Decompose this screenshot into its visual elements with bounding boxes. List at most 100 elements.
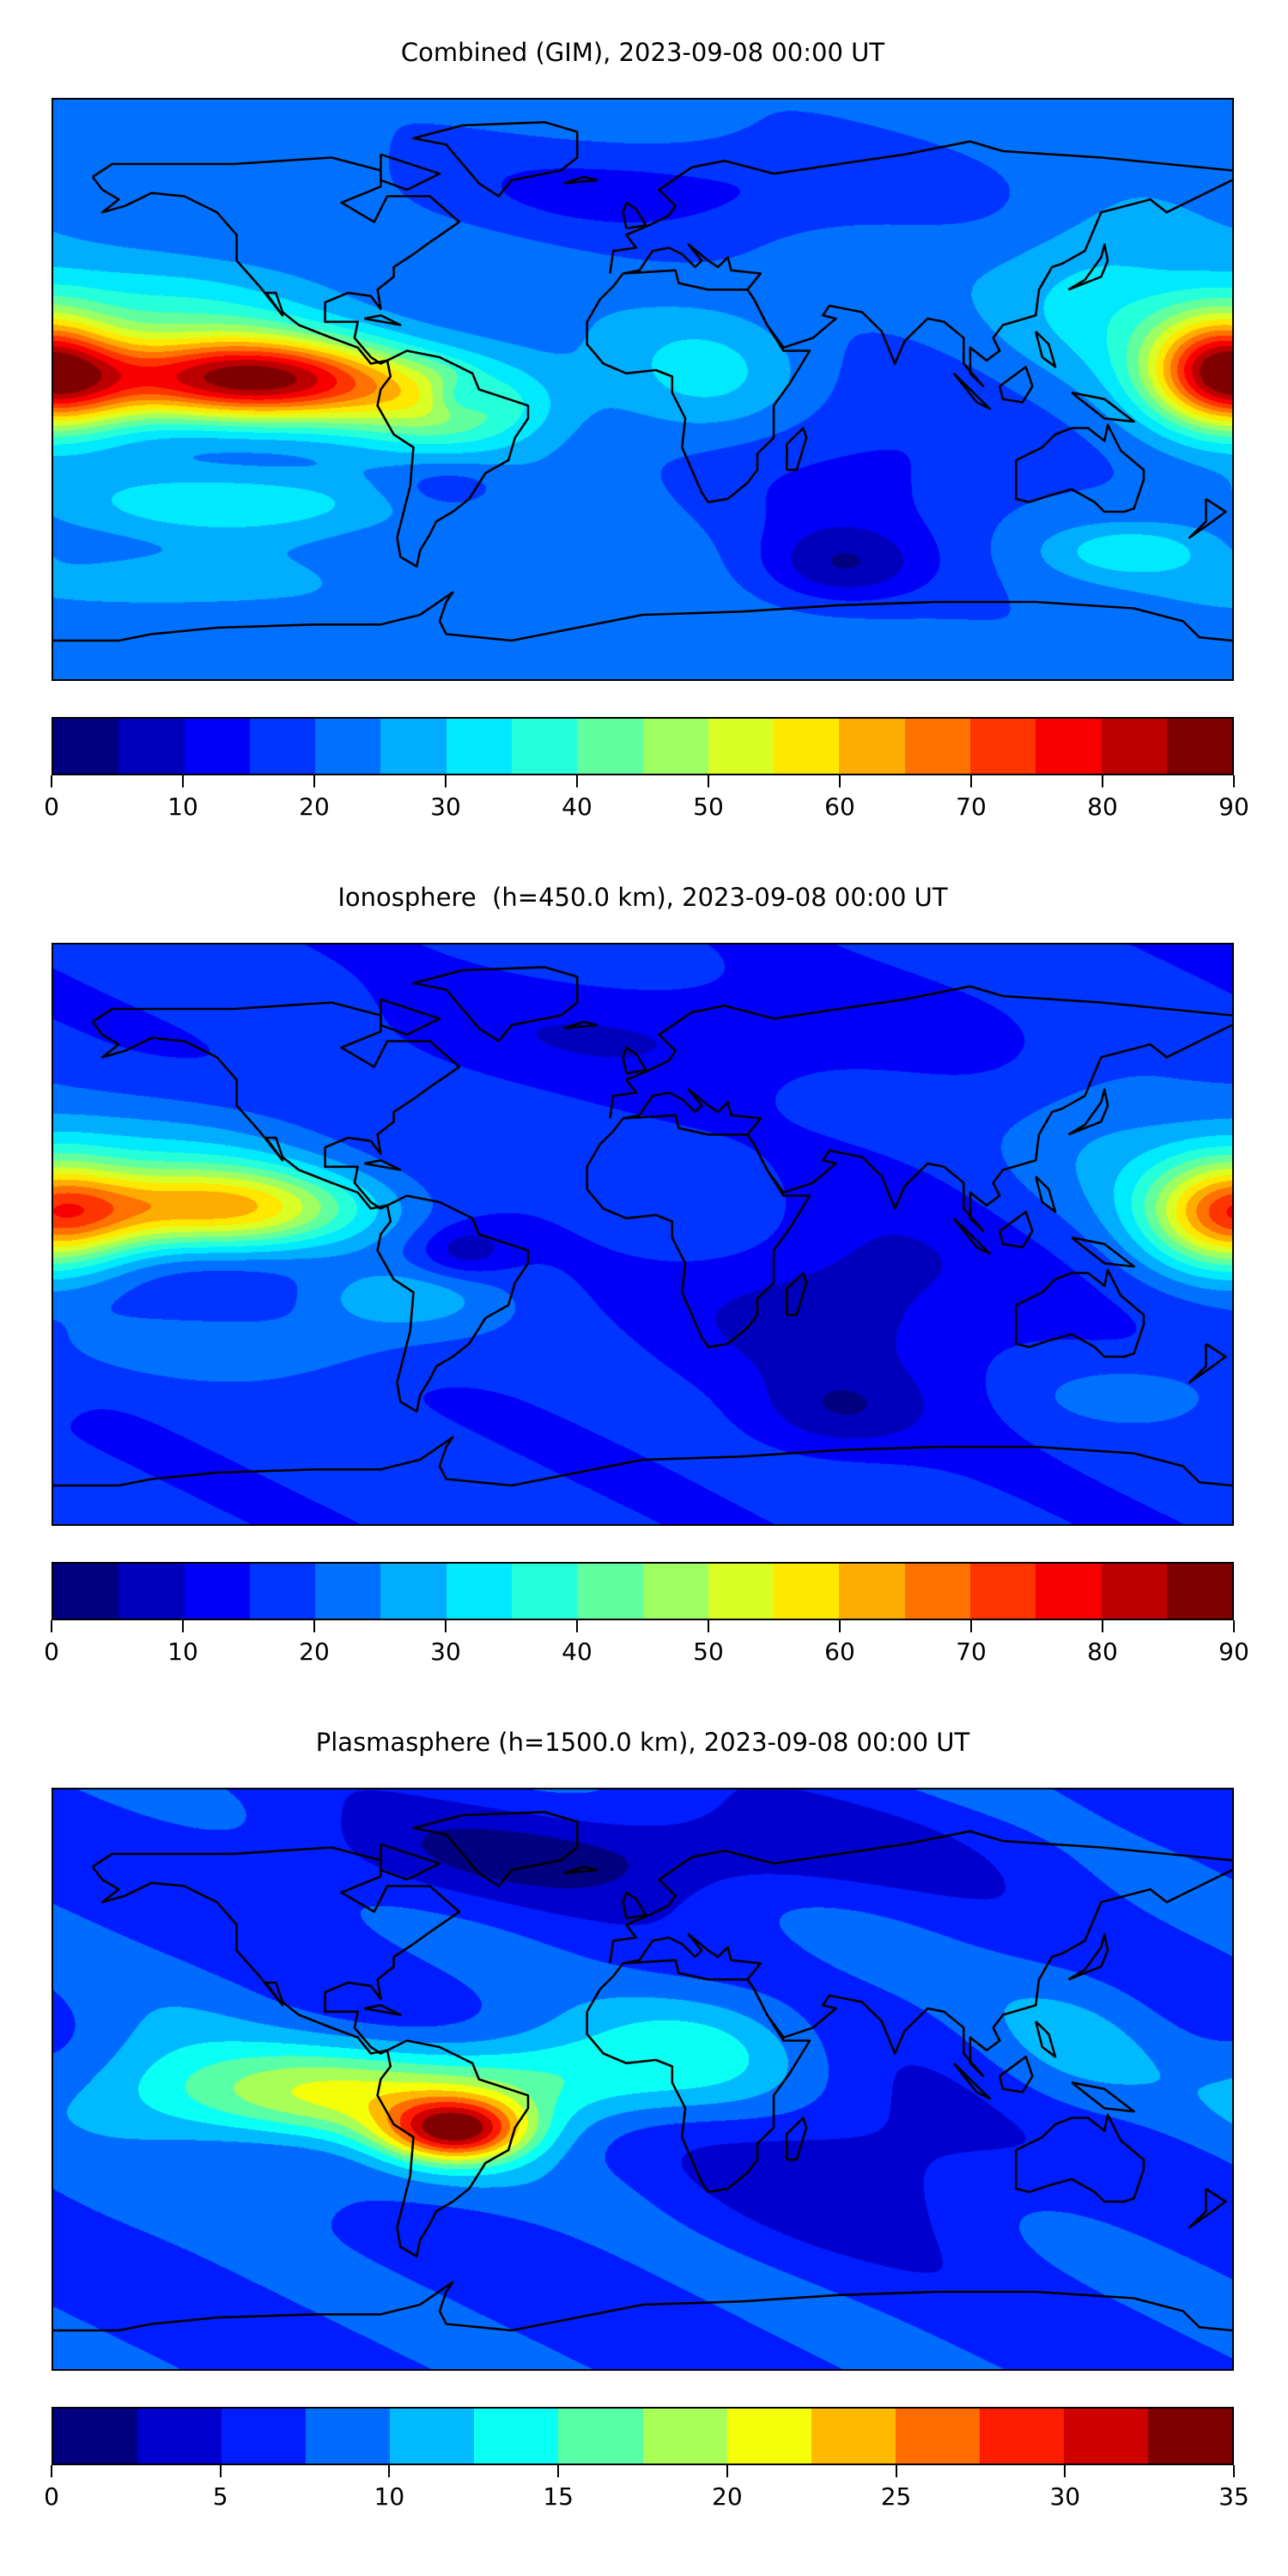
colorbar-tick — [1064, 2465, 1066, 2477]
colorbar-segment — [774, 1564, 840, 1619]
contour-field — [53, 100, 1232, 679]
colorbar-tick-label: 0 — [44, 2482, 59, 2511]
colorbar-tick — [970, 1620, 972, 1632]
colorbar-segment — [184, 719, 250, 774]
contour-field — [53, 945, 1232, 1524]
coastline — [998, 366, 1034, 404]
coastline — [563, 175, 598, 185]
colorbar-segment — [249, 719, 316, 774]
colorbar-tick-label: 30 — [430, 793, 461, 821]
colorbar-segment — [577, 719, 643, 774]
colorbar-tick-label: 20 — [299, 793, 330, 821]
colorbar-tick — [557, 2465, 560, 2477]
colorbar-segment — [969, 1564, 1036, 1619]
colorbar-segment — [53, 2409, 138, 2464]
colorbar-segment — [1148, 2409, 1233, 2464]
colorbar-segment — [1101, 719, 1167, 774]
colorbar-tick — [708, 1620, 709, 1632]
coastline — [586, 1114, 811, 1349]
coastline — [623, 179, 1232, 388]
coastline — [1067, 1088, 1109, 1136]
colorbar-tick-label: 20 — [712, 2482, 743, 2511]
map-plot — [52, 943, 1234, 1526]
colorbar-segment — [726, 2409, 811, 2464]
colorbar-tick-label: 30 — [430, 1637, 461, 1666]
coastline — [609, 140, 1232, 274]
coastline — [91, 1001, 461, 1210]
colorbar-segment — [184, 1564, 250, 1619]
colorbar-segment — [306, 2409, 391, 2464]
colorbar-tick — [51, 2465, 52, 2477]
colorbar-segment — [642, 1564, 708, 1619]
colorbar-tick-label: 50 — [693, 793, 724, 821]
coastline — [609, 985, 1232, 1119]
contour-field — [53, 1789, 1232, 2369]
coastline — [1188, 497, 1227, 539]
coastline — [1015, 2113, 1145, 2203]
coastline — [952, 1217, 992, 1255]
panel-title: Plasmasphere (h=1500.0 km), 2023-09-08 0… — [315, 1728, 970, 1757]
colorbar-tick — [895, 2465, 897, 2477]
colorbar-segment — [642, 719, 708, 774]
colorbar-segment — [1166, 719, 1233, 774]
colorbar-tick-label: 90 — [1218, 1637, 1249, 1666]
colorbar — [52, 1562, 1234, 1620]
coastline — [376, 2039, 530, 2258]
colorbar-tick — [219, 2465, 222, 2477]
colorbar-tick — [445, 1620, 447, 1632]
colorbar-tick-label: 80 — [1087, 1637, 1118, 1666]
colorbar-tick-label: 0 — [44, 793, 59, 821]
colorbar-segment — [708, 719, 775, 774]
colorbar-tick — [1233, 1620, 1235, 1632]
colorbar-tick-label: 90 — [1218, 793, 1249, 821]
colorbar-tick — [839, 775, 841, 787]
colorbar-tick — [708, 775, 709, 787]
coastline — [623, 1024, 1232, 1233]
colorbar-segment — [315, 1564, 381, 1619]
colorbar-segment — [380, 1564, 447, 1619]
map-plot — [52, 98, 1234, 681]
colorbar-segment — [1036, 1564, 1102, 1619]
colorbar-segment — [511, 1564, 578, 1619]
coastline — [380, 1843, 441, 1881]
colorbar-segment — [511, 719, 578, 774]
coastline — [376, 349, 530, 568]
coastline — [1034, 331, 1057, 368]
coastline — [412, 1811, 579, 1887]
coastline — [952, 2062, 992, 2100]
colorbar-tick-label: 35 — [1218, 2482, 1249, 2511]
coastline — [91, 156, 461, 365]
coastline — [1034, 1176, 1057, 1213]
coastline — [786, 2117, 808, 2161]
colorbar-tick-label: 15 — [543, 2482, 574, 2511]
colorbar-tick — [839, 1620, 841, 1632]
colorbar — [52, 2407, 1234, 2465]
colorbar-segment — [249, 1564, 316, 1619]
coastline — [1071, 1236, 1135, 1268]
colorbar-tick — [313, 1620, 315, 1632]
colorbar-segment — [315, 719, 381, 774]
map-plot — [52, 1788, 1234, 2371]
colorbar-tick-label: 30 — [1049, 2482, 1081, 2511]
colorbar-tick-label: 10 — [167, 793, 198, 821]
coastline — [1188, 2187, 1227, 2229]
colorbar-ticks: 0 10 20 30 40 50 60 70 80 90 — [44, 1620, 1249, 1672]
colorbar-segment — [895, 2409, 980, 2464]
coastlines — [53, 121, 1232, 642]
coastline — [622, 201, 647, 230]
colorbar-tick-label: 10 — [374, 2482, 405, 2511]
colorbar-segment — [446, 1564, 512, 1619]
colorbar-tick — [181, 775, 184, 787]
coastline — [1067, 1933, 1109, 1981]
colorbar-segment — [708, 1564, 775, 1619]
colorbar-tick — [313, 775, 315, 787]
coastline — [91, 1846, 461, 2055]
colorbar-segment — [1166, 1564, 1233, 1619]
colorbar-segment — [446, 719, 512, 774]
colorbar-tick — [970, 775, 972, 787]
coastline — [1067, 243, 1109, 291]
colorbar-segment — [839, 719, 905, 774]
colorbar-segment — [774, 719, 840, 774]
coastline — [563, 1020, 598, 1030]
coastline — [53, 1436, 1232, 1487]
